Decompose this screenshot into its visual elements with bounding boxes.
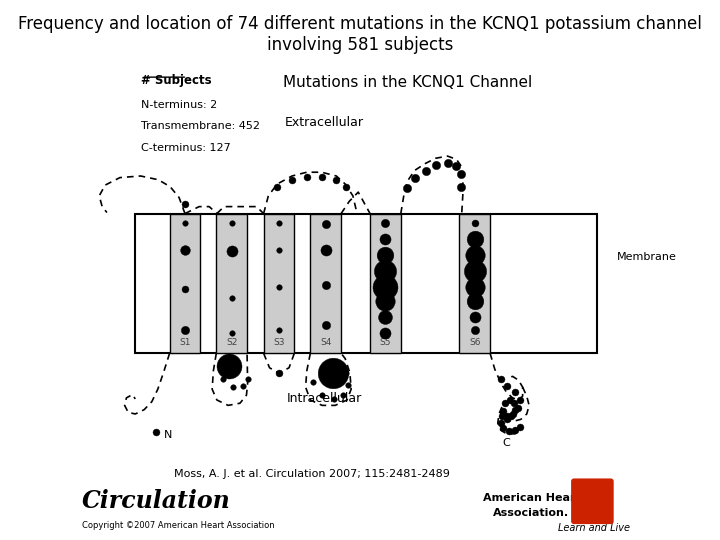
Text: Mutations in the KCNQ1 Channel: Mutations in the KCNQ1 Channel: [283, 75, 532, 90]
Text: S1: S1: [179, 338, 191, 347]
Text: Association.: Association.: [493, 508, 570, 518]
Text: Copyright ©2007 American Heart Association: Copyright ©2007 American Heart Associati…: [82, 521, 275, 530]
FancyBboxPatch shape: [170, 214, 200, 353]
Text: Intracellular: Intracellular: [287, 393, 362, 406]
FancyBboxPatch shape: [459, 214, 490, 353]
Text: Learn and Live: Learn and Live: [557, 523, 629, 533]
FancyBboxPatch shape: [135, 214, 597, 353]
Text: Extracellular: Extracellular: [285, 116, 364, 129]
Text: S6: S6: [469, 338, 480, 347]
FancyBboxPatch shape: [310, 214, 341, 353]
Text: Membrane: Membrane: [617, 252, 677, 261]
Text: Moss, A. J. et al. Circulation 2007; 115:2481-2489: Moss, A. J. et al. Circulation 2007; 115…: [174, 469, 449, 479]
Text: Circulation: Circulation: [82, 489, 231, 513]
Text: C: C: [502, 437, 510, 448]
FancyBboxPatch shape: [264, 214, 294, 353]
Text: S5: S5: [379, 338, 391, 347]
Text: N-terminus: 2: N-terminus: 2: [141, 100, 217, 110]
Text: C-terminus: 127: C-terminus: 127: [141, 143, 231, 153]
Text: S2: S2: [226, 338, 238, 347]
Text: # Subjects: # Subjects: [141, 74, 212, 87]
Text: Transmembrane: 452: Transmembrane: 452: [141, 121, 260, 131]
FancyBboxPatch shape: [370, 214, 401, 353]
Text: N: N: [163, 430, 172, 440]
Text: S4: S4: [320, 338, 331, 347]
Text: Frequency and location of 74 different mutations in the KCNQ1 potassium channel
: Frequency and location of 74 different m…: [18, 15, 702, 53]
FancyBboxPatch shape: [216, 214, 247, 353]
FancyBboxPatch shape: [571, 478, 613, 524]
Text: S3: S3: [273, 338, 284, 347]
Text: American Heart: American Heart: [482, 494, 580, 503]
